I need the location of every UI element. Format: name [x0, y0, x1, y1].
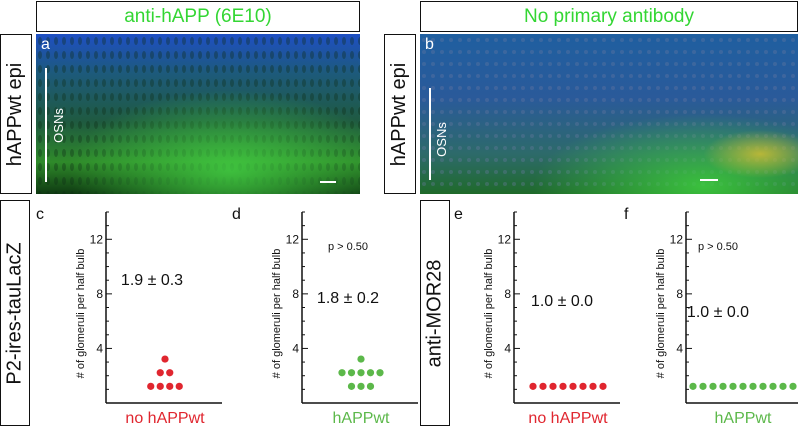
data-point	[719, 382, 727, 390]
header-right-text: No primary antibody	[523, 5, 695, 27]
y-tick-label: 4	[96, 341, 103, 355]
row-label-bottom-left-text: P2-ires-tauLacZ	[3, 241, 26, 385]
data-point	[789, 382, 797, 390]
y-tick-label: 12	[670, 232, 684, 246]
scale-bar-b	[700, 179, 718, 181]
row-label-top-right-text: hAPPwt epi	[388, 62, 411, 166]
data-point	[539, 382, 547, 390]
panel-letter-d: d	[232, 206, 241, 223]
data-point	[739, 382, 747, 390]
chart-panel-c: c 4 8 12 # of glomeruli per half bulb 1.9 ± 0…	[34, 200, 224, 429]
data-point	[559, 382, 567, 390]
micrograph-a: a OSNs	[36, 34, 360, 194]
chart-svg-d: d 4 8 12# of glomeruli per half bulb 1.8 ± 0…	[232, 206, 418, 427]
row-label-bottom-right: anti-MOR28	[420, 200, 450, 426]
data-point	[579, 382, 587, 390]
data-point	[529, 382, 537, 390]
header-left: anti-hAPP (6E10)	[36, 1, 360, 32]
data-point	[338, 369, 346, 377]
y-tick-label: 4	[676, 341, 683, 355]
data-point	[689, 382, 697, 390]
data-point	[759, 382, 767, 390]
mean-sem-annotation: 1.8 ± 0.2	[317, 290, 379, 307]
data-point	[175, 382, 183, 390]
micrograph-a-image	[36, 34, 360, 194]
chart-panel-f: f 4 8 12 # of glomeruli per half bulb 1.0 ± 0…	[622, 200, 800, 429]
scale-bar-a	[320, 181, 336, 183]
row-label-bottom-left: P2-ires-tauLacZ	[0, 200, 30, 426]
data-point	[376, 369, 384, 377]
p-value-label: p > 0.50	[698, 241, 738, 253]
y-axis-label: # of glomeruli per half bulb	[271, 249, 283, 379]
row-label-bottom-right-text: anti-MOR28	[423, 259, 446, 367]
row-label-top-left-text: hAPPwt epi	[4, 62, 27, 166]
data-point	[699, 382, 707, 390]
y-axis-label: # of glomeruli per half bulb	[483, 249, 495, 379]
micrograph-b: b OSNs	[420, 34, 798, 194]
y-tick-label: 12	[90, 232, 104, 246]
data-point	[166, 382, 174, 390]
chart-svg-c: c 4 8 12# of glomeruli per half bulb 1.9 ± 0…	[36, 206, 222, 427]
data-point	[166, 369, 174, 377]
row-label-top-left: hAPPwt epi	[0, 34, 32, 194]
data-point	[357, 355, 365, 363]
data-point	[709, 382, 717, 390]
data-point	[357, 382, 365, 390]
mean-sem-annotation: 1.9 ± 0.3	[121, 272, 183, 289]
panel-letter-f: f	[624, 206, 629, 223]
data-point	[569, 382, 577, 390]
osn-label-b: OSNs	[433, 122, 449, 157]
osn-layer-bar-b	[429, 88, 431, 180]
panel-letter-b: b	[425, 36, 434, 53]
osn-label-a: OSNs	[50, 108, 66, 143]
y-tick-label: 8	[292, 287, 299, 301]
y-tick-label: 8	[96, 287, 103, 301]
header-left-text: anti-hAPP (6E10)	[124, 5, 272, 27]
x-axis-label: hAPPwt	[715, 410, 772, 427]
x-axis-label: no hAPPwt	[125, 410, 205, 427]
mean-sem-annotation: 1.0 ± 0.0	[531, 293, 593, 310]
micrograph-b-image	[420, 34, 798, 194]
y-tick-label: 12	[498, 232, 512, 246]
chart-panel-e: e 4 8 12 # of glomeruli per half bulb 1.0 ± 0…	[452, 200, 622, 429]
data-point	[599, 382, 607, 390]
mean-sem-annotation: 1.0 ± 0.0	[687, 304, 749, 321]
data-point	[156, 382, 164, 390]
data-point	[347, 369, 356, 377]
x-axis-label: hAPPwt	[333, 410, 390, 427]
data-point	[366, 369, 375, 377]
chart-svg-e: e 4 8 12# of glomeruli per half bulb 1.0 ± 0…	[454, 206, 620, 427]
x-axis-label: no hAPPwt	[528, 410, 608, 427]
y-tick-label: 8	[504, 287, 511, 301]
y-tick-label: 4	[504, 341, 511, 355]
data-point	[366, 382, 375, 390]
panel-letter-a: a	[41, 36, 50, 53]
y-axis-label: # of glomeruli per half bulb	[655, 249, 667, 379]
data-point	[779, 382, 787, 390]
data-point	[161, 355, 169, 363]
data-point	[347, 382, 356, 390]
panel-letter-c: c	[36, 206, 44, 223]
osn-layer-bar-a	[45, 68, 47, 182]
data-point	[156, 369, 164, 377]
data-point	[769, 382, 777, 390]
y-tick-label: 4	[292, 341, 299, 355]
data-point	[357, 369, 365, 377]
y-tick-label: 12	[286, 232, 300, 246]
y-tick-label: 8	[676, 287, 683, 301]
data-point	[549, 382, 557, 390]
panel-letter-e: e	[454, 206, 463, 223]
header-right: No primary antibody	[420, 1, 798, 32]
data-point	[749, 382, 757, 390]
row-label-top-right: hAPPwt epi	[384, 34, 416, 194]
data-point	[729, 382, 737, 390]
y-axis-label: # of glomeruli per half bulb	[75, 249, 87, 379]
data-point	[147, 382, 155, 390]
data-point	[589, 382, 597, 390]
chart-svg-f: f 4 8 12# of glomeruli per half bulb 1.0 ± 0…	[624, 206, 798, 427]
chart-panel-d: d 4 8 12 # of glomeruli per half bulb 1.8 ± 0…	[230, 200, 420, 429]
p-value-label: p > 0.50	[328, 241, 368, 253]
